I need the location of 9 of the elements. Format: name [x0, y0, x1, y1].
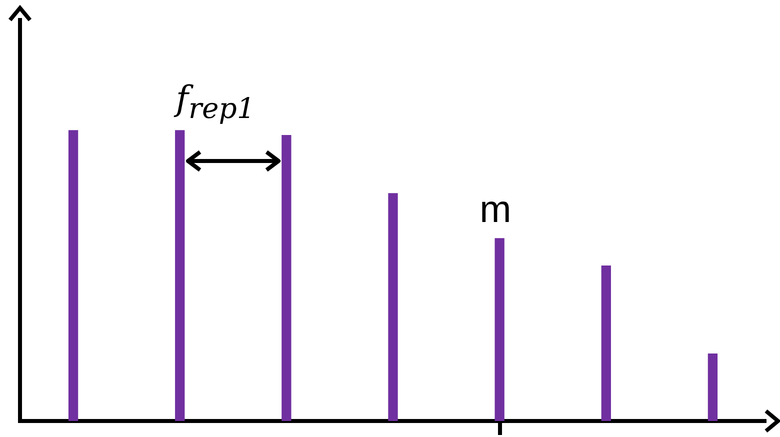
bar: [282, 135, 292, 421]
text: f$_{rep1}$: [176, 79, 255, 126]
bar: [601, 266, 611, 421]
bar: [68, 130, 78, 421]
bar: [175, 130, 185, 421]
bar: [708, 354, 718, 421]
bar: [494, 238, 504, 421]
bar: [388, 193, 398, 421]
annotation: m: [480, 188, 512, 232]
